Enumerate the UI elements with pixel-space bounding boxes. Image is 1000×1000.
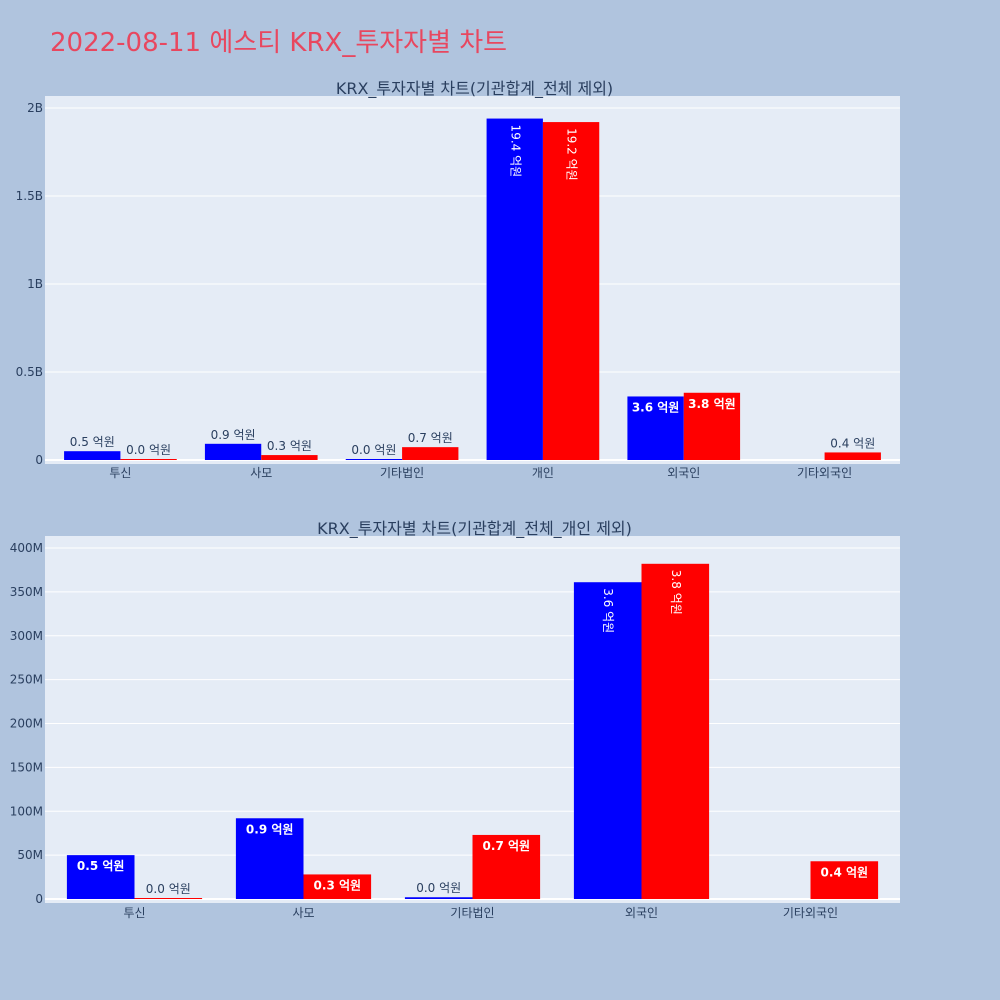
bar-series-2 — [134, 898, 203, 899]
data-label: 0.4 억원 — [830, 436, 875, 450]
chart-investor-excl-individual: 0 50M 100M 150M 200M 250M 300M 350M 400M KRX_투자자별… — [10, 519, 900, 920]
bar-series-2 — [542, 122, 600, 460]
data-label: 0.4 억원 — [821, 865, 869, 879]
y-tick-label: 50M — [17, 848, 43, 862]
data-label: 19.4 억원 — [508, 125, 522, 178]
x-tick-label: 기타법인 — [380, 466, 424, 480]
y-tick-label: 350M — [10, 585, 43, 599]
bar-series-2 — [810, 861, 879, 899]
bar-series-2 — [261, 455, 318, 460]
data-label: 0.5 억원 — [70, 435, 115, 449]
plot-area — [45, 96, 900, 464]
chart-investor-all: 0 0.5B 1B 1.5B 2B KRX_투자자별 차트(기관합계_전체 제외) 투신 0.… — [16, 79, 900, 480]
chart-title: KRX_투자자별 차트(기관합계_전체_개인 제외) — [317, 519, 632, 539]
data-label: 0.9 억원 — [211, 428, 256, 442]
x-tick-label: 개인 — [532, 466, 554, 480]
data-label: 0.9 억원 — [246, 822, 294, 836]
bar-series-1 — [64, 451, 121, 460]
x-tick-label: 외국인 — [625, 906, 658, 920]
data-label: 0.3 억원 — [267, 439, 312, 453]
y-tick-label: 1.5B — [16, 189, 43, 203]
data-label: 19.2 억원 — [565, 128, 579, 181]
x-tick-label: 사모 — [292, 906, 314, 920]
bar-series-2 — [824, 452, 881, 460]
data-label: 0.0 억원 — [351, 443, 396, 457]
bar-series-2 — [472, 834, 541, 899]
bar-series-1 — [573, 582, 642, 899]
bar-series-1 — [345, 459, 403, 460]
data-label: 0.5 억원 — [77, 859, 125, 873]
y-tick-label: 0 — [35, 453, 43, 467]
bar-series-1 — [627, 396, 684, 460]
bar-series-2 — [303, 874, 372, 899]
data-label: 0.0 억원 — [126, 443, 171, 457]
bar-series-1 — [235, 818, 304, 899]
data-label: 3.6 억원 — [601, 588, 615, 633]
y-tick-label: 150M — [10, 760, 43, 774]
data-label: 3.6 억원 — [632, 400, 680, 414]
data-label: 0.0 억원 — [146, 882, 191, 896]
bar-series-2 — [683, 392, 741, 460]
y-tick-label: 2B — [27, 101, 43, 115]
data-label: 0.7 억원 — [408, 431, 453, 445]
y-tick-label: 200M — [10, 717, 43, 731]
chart-title: KRX_투자자별 차트(기관합계_전체 제외) — [336, 79, 613, 99]
data-label: 0.7 억원 — [483, 839, 531, 853]
y-tick-label: 0.5B — [16, 365, 43, 379]
x-tick-label: 외국인 — [667, 466, 700, 480]
y-tick-label: 0 — [35, 892, 43, 906]
bar-series-2 — [120, 459, 177, 460]
y-tick-label: 400M — [10, 541, 43, 555]
data-label: 0.3 억원 — [314, 878, 362, 892]
y-tick-label: 250M — [10, 673, 43, 687]
y-tick-label: 100M — [10, 804, 43, 818]
x-tick-label: 기타외국인 — [783, 906, 838, 920]
x-tick-label: 투신 — [123, 906, 145, 920]
y-tick-label: 300M — [10, 629, 43, 643]
x-tick-label: 투신 — [109, 466, 131, 480]
data-label: 0.0 억원 — [416, 881, 461, 895]
data-label: 3.8 억원 — [669, 570, 683, 615]
bar-series-2 — [641, 563, 710, 899]
page-title: 2022-08-11 에스티 KRX_투자자별 차트 — [50, 28, 508, 58]
x-tick-label: 사모 — [250, 466, 272, 480]
bar-series-2 — [402, 447, 459, 460]
bar-series-1 — [404, 897, 473, 899]
x-tick-label: 기타외국인 — [797, 466, 852, 480]
y-tick-label: 1B — [27, 277, 43, 291]
bar-series-1 — [204, 443, 262, 460]
bar-series-1 — [486, 118, 543, 460]
data-label: 3.8 억원 — [688, 397, 736, 411]
bar-series-1 — [66, 855, 135, 899]
x-tick-label: 기타법인 — [450, 906, 494, 920]
